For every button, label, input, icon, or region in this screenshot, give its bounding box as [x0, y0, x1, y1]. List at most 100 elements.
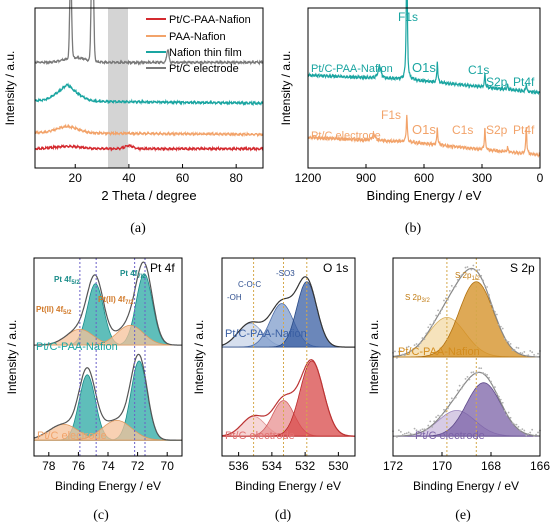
raw-point: [405, 432, 408, 435]
raw-point: [448, 290, 451, 292]
raw-point: [423, 338, 426, 340]
panel-b-series-teal-label: Pt/C-PAA-Nafion: [311, 63, 393, 75]
raw-point: [507, 340, 510, 343]
panel-e-annot-s2p32: S 2p3/2: [405, 293, 430, 304]
panel-c-annot-pt2-52: Pt(II) 4f5/2: [36, 305, 72, 316]
x-tick-label: 168: [481, 459, 501, 473]
raw-point: [435, 314, 438, 317]
raw-point: [431, 426, 434, 428]
x-tick-label: 900: [356, 171, 376, 185]
raw-point: [443, 299, 445, 302]
raw-point: [470, 371, 473, 374]
raw-point: [529, 349, 532, 352]
panel-e-reference-lines: [446, 258, 477, 456]
panel-b-peak-s2p-teal: S2p: [486, 75, 508, 89]
panel-c-annot-pt2-72-main: Pt(II) 4f: [98, 295, 125, 304]
survey-series-line: [307, 0, 541, 96]
raw-point: [452, 286, 455, 289]
fit-envelope: [34, 261, 182, 346]
raw-point: [415, 429, 418, 432]
raw-point: [403, 354, 406, 357]
raw-point: [439, 312, 441, 315]
x-tick-label: 530: [328, 459, 348, 473]
raw-point: [456, 279, 459, 281]
raw-point: [407, 431, 410, 434]
raw-point: [427, 424, 430, 427]
panel-e-frame: [392, 257, 541, 457]
raw-point: [458, 275, 461, 277]
x-tick-label: 172: [383, 459, 403, 473]
raw-point: [413, 427, 416, 430]
raw-point: [401, 353, 404, 356]
raw-point: [445, 297, 447, 300]
raw-point: [394, 435, 396, 437]
panel-a-curves: [34, 0, 264, 153]
panel-c-annot-pt4f52-sub: 5/2: [71, 280, 80, 286]
raw-point: [484, 285, 487, 287]
panel-c-annot-pt2-72: Pt(II) 4f7/2: [98, 295, 134, 306]
panel-b-series-orange-label: Pt/C electrode: [311, 130, 381, 142]
raw-point: [401, 434, 404, 436]
panel-d-annot-oh: -OH: [227, 293, 242, 302]
raw-point: [460, 387, 463, 390]
raw-point: [482, 372, 485, 374]
raw-point: [446, 298, 449, 301]
panel-b-peak-o1s-teal: O1s: [412, 60, 436, 75]
raw-point: [433, 420, 436, 423]
raw-point: [535, 433, 537, 436]
xrd-series-line: [34, 143, 264, 153]
raw-point: [419, 429, 422, 432]
fit-component: [34, 324, 182, 346]
raw-point: [511, 349, 514, 352]
raw-point: [468, 267, 471, 270]
raw-point: [515, 346, 518, 349]
raw-point: [503, 409, 506, 412]
raw-point: [527, 354, 530, 356]
raw-point: [397, 350, 400, 353]
panel-d-frame: [221, 257, 356, 457]
fit-envelope: [33, 353, 182, 441]
panel-b-ylabel: Intensity / a.u.: [279, 51, 293, 126]
raw-point: [484, 373, 487, 375]
fit-envelope: [221, 276, 355, 348]
panel-e-annot-s2p12-sub: 1/2: [471, 276, 480, 282]
raw-point: [415, 343, 418, 345]
raw-point: [450, 284, 453, 287]
panel-c-annot-pt2-52-sub: 5/2: [63, 310, 72, 316]
raw-point: [492, 308, 494, 310]
raw-point: [478, 268, 481, 271]
panel-e: 172 170 168 166 S 2p S 2p1/2 S 2p3/2 Pt/C-P…: [367, 257, 550, 523]
raw-point: [537, 431, 539, 434]
raw-point: [405, 346, 408, 349]
x-tick-label: 166: [530, 459, 550, 473]
x-tick-label: 74: [101, 459, 115, 473]
raw-point: [441, 308, 443, 311]
panel-d-ylabel: Intensity / a.u.: [192, 320, 206, 395]
panel-d-ticks: 536 534 532 530: [229, 452, 349, 473]
raw-point: [468, 378, 471, 381]
panel-c-annot-pt4f72-main: Pt 4f: [120, 269, 138, 278]
raw-point: [396, 357, 398, 359]
x-tick-label: 0: [537, 171, 544, 185]
raw-point: [492, 385, 494, 388]
raw-point: [472, 371, 475, 374]
raw-point: [409, 349, 412, 352]
raw-point: [464, 266, 467, 269]
raw-point: [454, 285, 457, 288]
raw-point: [425, 332, 428, 335]
raw-point: [521, 352, 524, 355]
xrd-series-line: [34, 0, 264, 66]
panel-a: 20 40 60 80 2 Theta / degree Intensity / a.…: [3, 0, 264, 236]
panel-c-ticks: 78 76 74 72 70: [42, 452, 174, 473]
raw-point: [464, 377, 467, 380]
raw-point: [396, 436, 398, 438]
raw-point: [499, 325, 502, 328]
raw-point: [470, 268, 473, 271]
x-tick-label: 60: [176, 171, 190, 185]
raw-point: [419, 342, 422, 345]
raw-point: [511, 421, 514, 424]
raw-point: [480, 367, 483, 370]
x-tick-label: 70: [161, 459, 175, 473]
raw-point: [505, 340, 508, 342]
panel-a-highlight-band: [108, 8, 128, 168]
